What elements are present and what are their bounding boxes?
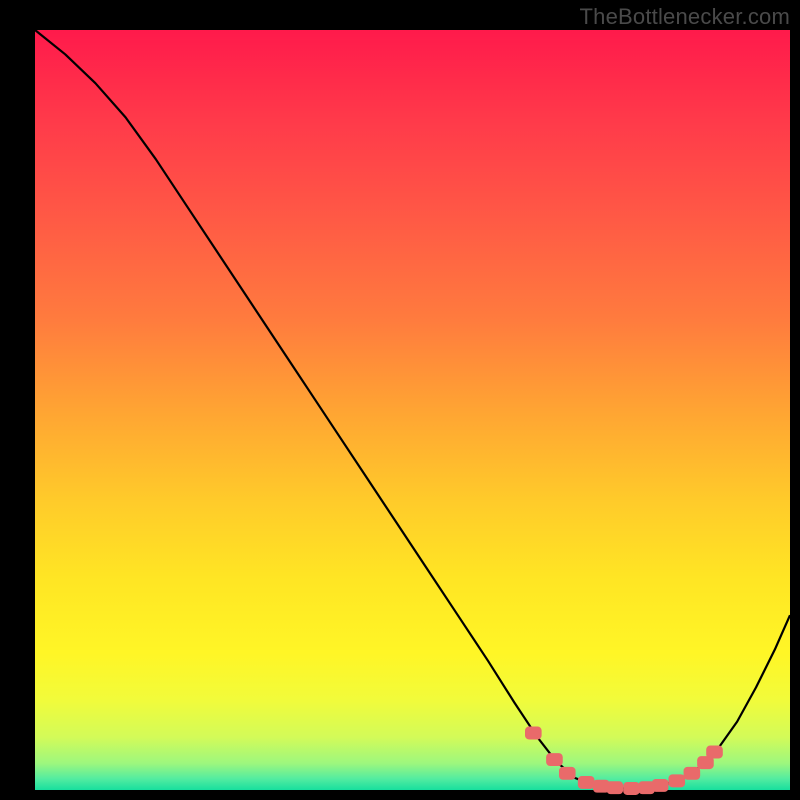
curve-marker	[607, 781, 624, 794]
curve-marker	[525, 727, 542, 740]
bottleneck-chart	[0, 0, 800, 800]
watermark-text: TheBottlenecker.com	[580, 4, 790, 30]
curve-marker	[623, 782, 640, 795]
curve-marker	[706, 746, 723, 759]
curve-marker	[668, 774, 685, 787]
curve-marker	[684, 767, 701, 780]
plot-background	[35, 30, 790, 790]
curve-marker	[559, 767, 576, 780]
curve-marker	[546, 753, 563, 766]
chart-container: TheBottlenecker.com	[0, 0, 800, 800]
curve-marker	[578, 776, 595, 789]
curve-marker	[652, 779, 669, 792]
